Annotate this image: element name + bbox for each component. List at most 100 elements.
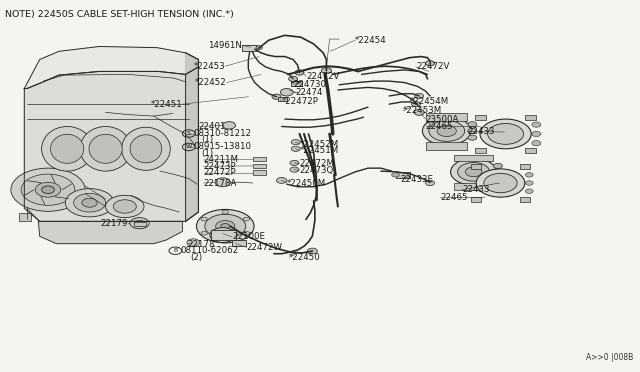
Polygon shape <box>24 46 198 89</box>
Text: 22472W: 22472W <box>246 243 282 252</box>
Text: (2): (2) <box>191 253 203 262</box>
Ellipse shape <box>89 134 122 163</box>
Bar <box>475 115 486 120</box>
Circle shape <box>291 146 300 151</box>
Bar <box>242 45 257 51</box>
Circle shape <box>488 124 524 144</box>
Text: 22178: 22178 <box>187 240 214 249</box>
Text: *22450: *22450 <box>289 253 321 262</box>
Circle shape <box>392 173 399 177</box>
Text: B: B <box>173 248 177 253</box>
Bar <box>211 230 236 240</box>
Circle shape <box>451 158 497 185</box>
Text: 22433E: 22433E <box>400 175 433 184</box>
Circle shape <box>21 174 75 205</box>
Circle shape <box>468 135 477 140</box>
Text: 23500A: 23500A <box>426 115 459 124</box>
Circle shape <box>106 195 144 218</box>
Bar <box>291 81 302 86</box>
Circle shape <box>295 70 304 75</box>
Circle shape <box>532 122 541 127</box>
Circle shape <box>525 189 533 193</box>
Bar <box>278 97 287 101</box>
Text: (1): (1) <box>202 149 214 158</box>
Circle shape <box>280 89 293 96</box>
Ellipse shape <box>122 127 170 170</box>
Circle shape <box>210 228 236 243</box>
Text: 08110-62062: 08110-62062 <box>180 246 239 255</box>
Bar <box>232 240 246 246</box>
Circle shape <box>437 125 456 137</box>
Text: *22450M: *22450M <box>287 179 326 187</box>
Text: *22472P: *22472P <box>282 97 319 106</box>
Circle shape <box>42 186 54 193</box>
Text: 22472V: 22472V <box>416 62 449 71</box>
Circle shape <box>256 46 262 49</box>
Ellipse shape <box>42 126 93 171</box>
Ellipse shape <box>80 126 131 171</box>
Polygon shape <box>38 221 182 244</box>
Text: NOTE) 22450S CABLE SET-HIGH TENSION (INC.*): NOTE) 22450S CABLE SET-HIGH TENSION (INC… <box>5 10 234 19</box>
Circle shape <box>196 209 254 243</box>
Text: W: W <box>186 144 192 150</box>
Ellipse shape <box>130 135 162 163</box>
Circle shape <box>134 220 145 226</box>
Text: 22473Q: 22473Q <box>300 166 334 175</box>
Circle shape <box>412 102 420 107</box>
Text: 224730: 224730 <box>293 80 326 89</box>
Bar <box>426 142 467 150</box>
Text: 22472M: 22472M <box>300 159 335 168</box>
Circle shape <box>493 169 502 174</box>
Bar <box>520 164 530 169</box>
Bar <box>471 164 481 169</box>
Circle shape <box>480 119 531 149</box>
Bar <box>19 213 31 221</box>
Bar <box>525 115 536 120</box>
Bar <box>396 172 410 178</box>
Text: 22472P: 22472P <box>204 168 236 177</box>
Circle shape <box>414 109 424 115</box>
Circle shape <box>215 178 230 187</box>
Circle shape <box>525 173 533 177</box>
Circle shape <box>426 61 435 66</box>
Bar <box>454 183 493 190</box>
Circle shape <box>307 248 317 254</box>
Circle shape <box>65 189 114 217</box>
Text: *22451M: *22451M <box>300 146 339 155</box>
Bar <box>134 222 146 226</box>
Bar <box>471 197 481 202</box>
Text: 22100E: 22100E <box>232 232 266 241</box>
Text: 22178A: 22178A <box>204 179 237 187</box>
Circle shape <box>215 231 230 240</box>
Text: *22454: *22454 <box>355 36 387 45</box>
Circle shape <box>82 198 97 207</box>
Circle shape <box>201 217 207 221</box>
Circle shape <box>291 140 300 145</box>
Polygon shape <box>186 53 198 221</box>
Text: (1): (1) <box>202 135 214 144</box>
Bar <box>253 164 266 168</box>
Circle shape <box>35 182 61 197</box>
Circle shape <box>74 193 106 212</box>
Text: 08915-13810: 08915-13810 <box>193 142 252 151</box>
Circle shape <box>458 163 490 181</box>
Bar <box>426 113 467 121</box>
Circle shape <box>422 117 471 145</box>
Circle shape <box>216 221 235 232</box>
Text: *22452M: *22452M <box>300 140 339 149</box>
Text: 22433: 22433 <box>467 127 495 136</box>
Text: 22473P: 22473P <box>204 162 236 171</box>
Circle shape <box>205 214 246 238</box>
Circle shape <box>187 239 200 246</box>
Bar <box>520 197 530 202</box>
Circle shape <box>532 131 541 137</box>
Circle shape <box>290 167 299 172</box>
Circle shape <box>113 200 136 213</box>
Circle shape <box>465 167 482 177</box>
Polygon shape <box>24 67 198 221</box>
Bar <box>253 170 266 175</box>
Text: 22433: 22433 <box>462 185 490 194</box>
Circle shape <box>222 210 228 214</box>
Circle shape <box>426 180 435 186</box>
Circle shape <box>243 231 250 235</box>
